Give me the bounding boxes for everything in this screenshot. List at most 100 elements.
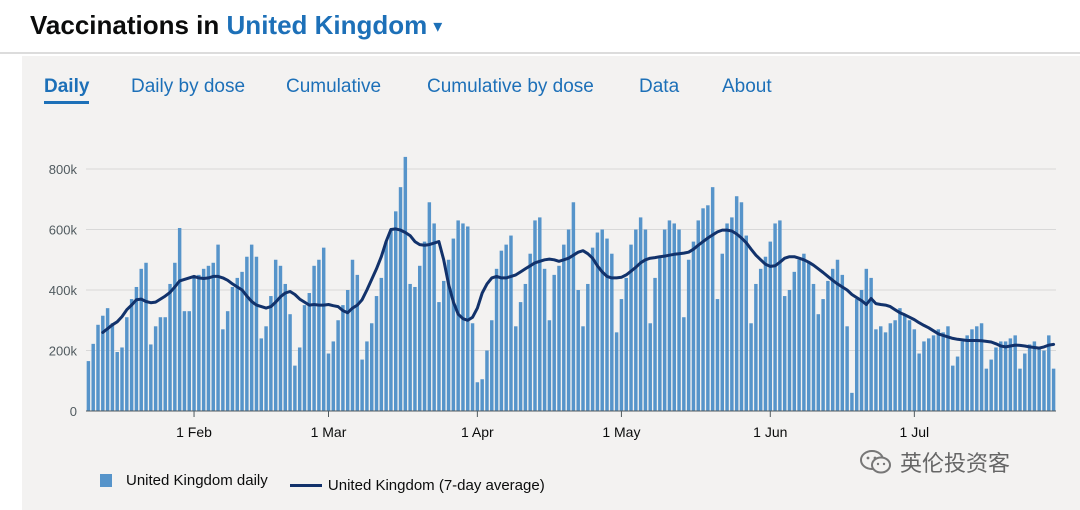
daily-bar (566, 229, 571, 411)
tab-daily[interactable]: Daily (44, 76, 90, 104)
daily-bar (806, 262, 811, 411)
daily-bar (499, 250, 504, 411)
daily-bar (739, 202, 744, 411)
daily-bar (538, 217, 542, 411)
daily-bar (610, 253, 614, 411)
daily-bar (504, 244, 508, 411)
daily-bar (110, 323, 115, 411)
daily-bar (917, 353, 921, 411)
daily-bar (264, 326, 268, 411)
daily-bar (725, 223, 729, 411)
daily-bar (984, 368, 989, 411)
daily-bar (912, 329, 917, 411)
tab-about[interactable]: About (722, 76, 772, 97)
daily-bar (883, 332, 888, 411)
daily-bar (720, 253, 724, 411)
daily-bar (1023, 353, 1027, 411)
legend-label-average: United Kingdom (7-day average) (327, 477, 545, 494)
daily-bar (595, 232, 600, 411)
x-tick-label: 1 Mar (311, 424, 347, 440)
daily-bar (490, 320, 494, 411)
daily-bar (1047, 335, 1051, 411)
daily-bar (989, 359, 993, 411)
caret-down-icon[interactable]: ▾ (433, 16, 443, 36)
country-selector[interactable]: United Kingdom ▾ (227, 10, 443, 40)
legend-label-daily: United Kingdom daily (126, 472, 268, 489)
daily-bar (854, 299, 859, 411)
daily-bar (811, 283, 816, 411)
daily-bar (547, 320, 552, 411)
daily-bar (514, 326, 518, 411)
daily-bar (552, 274, 556, 411)
daily-bar (389, 229, 393, 411)
tab-data[interactable]: Data (639, 76, 680, 97)
daily-bar (979, 323, 984, 411)
daily-bar (763, 256, 768, 411)
daily-bar (379, 277, 384, 411)
daily-bar (312, 265, 316, 411)
daily-bar (470, 323, 475, 411)
daily-bar (125, 317, 129, 411)
daily-bar (413, 286, 417, 411)
tab-cumulative[interactable]: Cumulative (286, 76, 382, 97)
daily-bar (331, 341, 336, 411)
daily-bar (826, 280, 830, 411)
daily-bar (1003, 341, 1008, 411)
daily-bar (638, 217, 643, 411)
daily-bar (254, 256, 259, 411)
daily-bar (163, 317, 167, 411)
daily-bar (278, 265, 283, 411)
daily-bar (259, 338, 264, 411)
legend-item-daily: United Kingdom daily (100, 472, 268, 489)
title-prefix: Vaccinations in (30, 10, 220, 40)
daily-bar (158, 317, 163, 411)
daily-bar (830, 268, 835, 411)
daily-bar (408, 283, 412, 411)
daily-bar (624, 277, 628, 411)
daily-bar (888, 323, 893, 411)
daily-bar (710, 187, 715, 411)
daily-bar (898, 308, 902, 411)
y-tick-label: 800k (49, 162, 78, 177)
x-tick-label: 1 Jun (753, 424, 787, 440)
daily-bar (864, 268, 869, 411)
daily-bar (946, 326, 950, 411)
daily-bar (773, 223, 777, 411)
daily-bar (365, 341, 369, 411)
daily-bar (1027, 344, 1032, 411)
daily-bar (970, 329, 974, 411)
daily-bar (682, 317, 686, 411)
daily-bar (129, 299, 134, 411)
daily-bar (115, 352, 119, 411)
daily-bar (975, 326, 979, 411)
daily-bar (221, 329, 225, 411)
x-tick-label: 1 Apr (461, 424, 494, 440)
tab-daily-by-dose[interactable]: Daily by dose (131, 76, 246, 97)
daily-bar (749, 323, 753, 411)
daily-bar (249, 244, 254, 411)
watermark-text: 英伦投资客 (900, 451, 1011, 476)
daily-bar (586, 283, 590, 411)
daily-bar (643, 229, 648, 411)
daily-bar (283, 283, 288, 411)
country-name[interactable]: United Kingdom (226, 10, 428, 40)
daily-bar (802, 253, 806, 411)
daily-bar (168, 283, 172, 411)
daily-bar (317, 259, 321, 411)
x-tick-label: 1 Jul (900, 424, 930, 440)
daily-bar (542, 268, 547, 411)
daily-bar (662, 229, 667, 411)
daily-bar (734, 196, 739, 411)
daily-bar (293, 365, 297, 411)
daily-bar (931, 335, 936, 411)
daily-bar (432, 223, 436, 411)
daily-bar (273, 259, 278, 411)
daily-bar (206, 265, 211, 411)
daily-bar (658, 256, 662, 411)
daily-bar (878, 326, 883, 411)
daily-bar (91, 343, 95, 411)
seven-day-average-line (101, 227, 1056, 350)
daily-bar (451, 238, 456, 411)
tab-cumulative-by-dose[interactable]: Cumulative by dose (427, 76, 594, 97)
daily-bar (403, 156, 408, 411)
